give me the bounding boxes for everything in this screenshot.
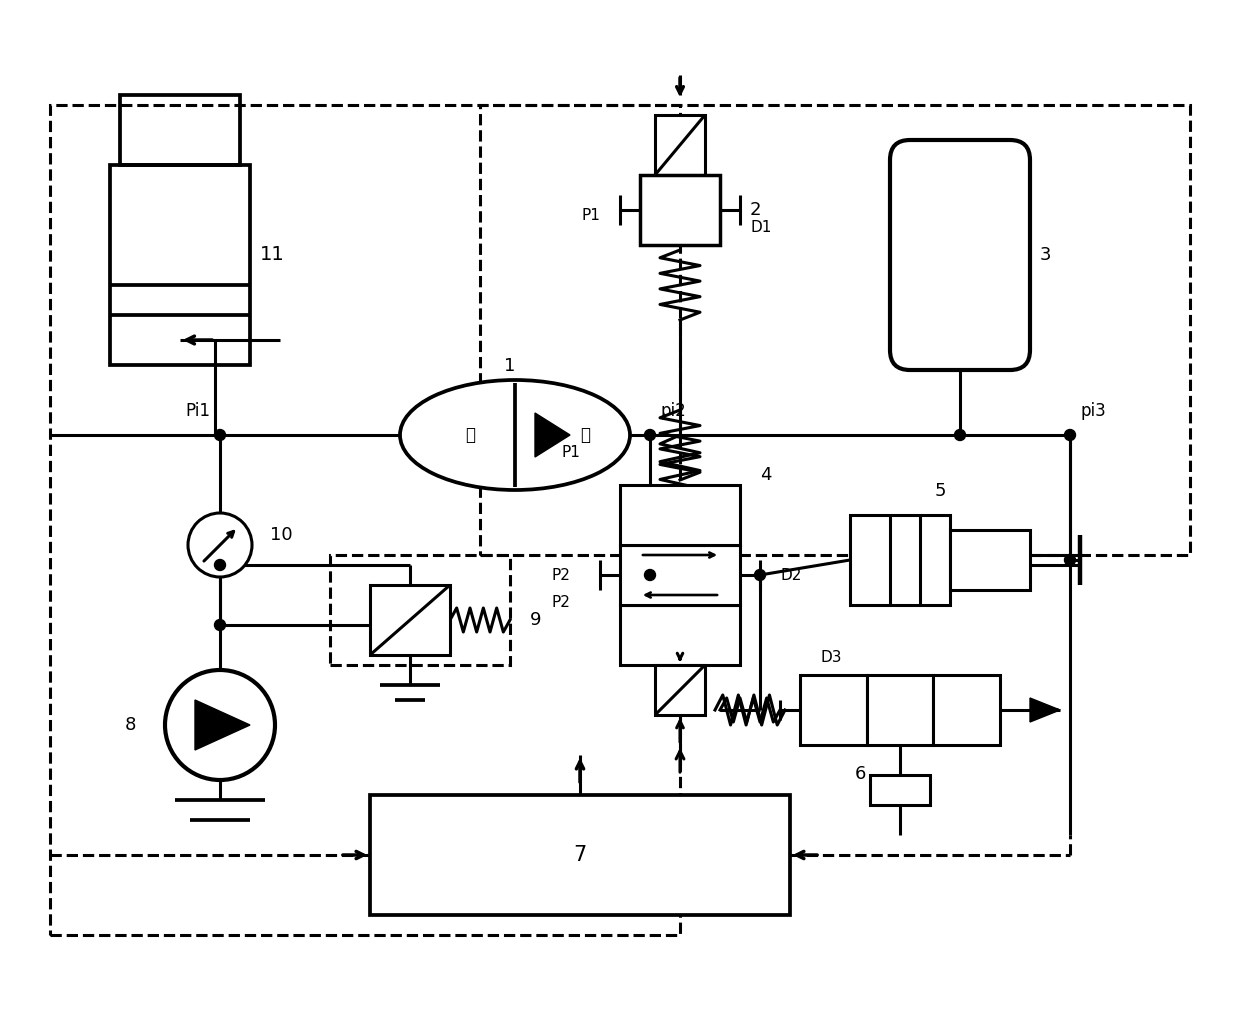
Text: 8: 8 [124,716,135,734]
Circle shape [215,560,226,570]
Text: P2: P2 [551,595,570,610]
Text: D3: D3 [820,650,842,666]
Bar [110,165,250,365]
Bar [655,115,706,175]
FancyBboxPatch shape [890,140,1030,369]
Polygon shape [1030,698,1060,722]
Bar [480,105,1190,555]
Text: D1: D1 [750,220,771,235]
Bar [867,675,934,745]
Text: 气: 气 [580,426,590,444]
Bar [620,485,740,545]
Text: 6: 6 [854,765,866,783]
Bar [370,795,790,915]
Circle shape [188,513,252,576]
Circle shape [215,430,226,441]
Circle shape [645,430,656,441]
Circle shape [1064,430,1075,441]
Text: pi2: pi2 [660,402,686,420]
Text: 9: 9 [529,611,542,629]
Bar [620,545,740,605]
Text: 1: 1 [505,357,516,375]
Text: 5: 5 [934,482,946,500]
Text: Pi1: Pi1 [185,402,210,420]
Text: 10: 10 [270,526,293,544]
Text: 2: 2 [750,201,761,219]
Text: P1: P1 [562,445,580,460]
Polygon shape [534,413,570,457]
Bar [849,515,950,605]
Bar [800,675,867,745]
Circle shape [754,569,765,581]
Bar [870,775,930,805]
Text: P2: P2 [551,567,570,583]
Text: pi3: pi3 [1080,402,1106,420]
Bar [620,605,740,666]
Bar [50,105,680,935]
Bar [655,666,706,715]
Bar [950,530,1030,590]
Bar [370,585,450,655]
Bar [934,675,999,745]
Circle shape [215,620,226,630]
Circle shape [165,670,275,780]
Bar [330,555,510,666]
Circle shape [955,430,966,441]
Bar [120,95,241,165]
Bar [640,175,720,245]
Text: 油: 油 [465,426,475,444]
Text: 7: 7 [573,845,587,865]
Polygon shape [195,700,250,750]
Ellipse shape [401,380,630,490]
Text: 11: 11 [260,245,285,265]
Text: 3: 3 [1040,246,1052,264]
Text: D2: D2 [780,567,801,583]
Text: 4: 4 [760,466,771,484]
Text: P1: P1 [582,207,600,223]
Circle shape [645,569,656,581]
Circle shape [1064,555,1075,565]
